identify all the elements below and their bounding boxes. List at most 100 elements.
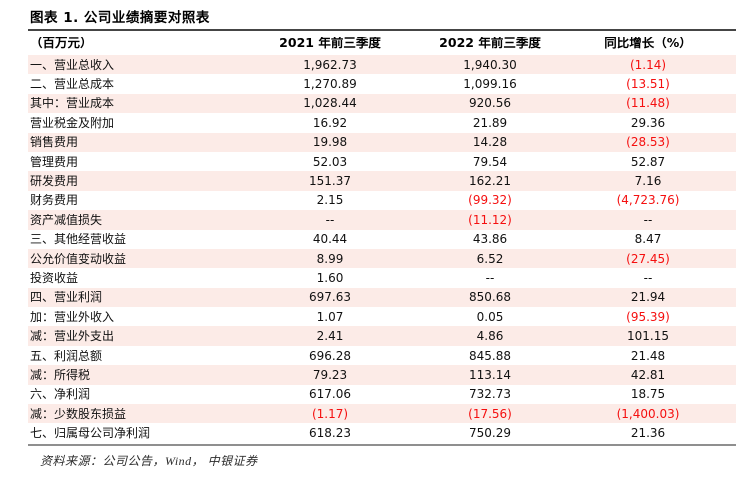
row-value-2022: (11.12) bbox=[468, 213, 512, 226]
row-value-2021: 1.60 bbox=[316, 271, 344, 284]
row-value-2021: 40.44 bbox=[312, 233, 348, 246]
row-value-yoy: 21.36 bbox=[630, 427, 666, 440]
table-row: 五、利润总额 696.28 845.88 21.48 bbox=[28, 346, 736, 365]
row-label: 二、营业总成本 bbox=[30, 78, 115, 91]
table-row: 三、其他经营收益 40.44 43.86 8.47 bbox=[28, 230, 736, 249]
table-row: 财务费用 2.15 (99.32) (4,723.76) bbox=[28, 191, 736, 210]
row-value-2021: 1,962.73 bbox=[303, 58, 357, 71]
table-row: 公允价值变动收益 8.99 6.52 (27.45) bbox=[28, 248, 736, 269]
performance-summary-table: （百万元） 2021 年前三季度 2022 年前三季度 同比增长（%） 一、营业… bbox=[28, 31, 736, 443]
table-row: 六、净利润 617.06 732.73 18.75 bbox=[28, 385, 736, 404]
row-label: 管理费用 bbox=[30, 155, 79, 168]
row-label: 减：少数股东损益 bbox=[30, 407, 127, 420]
row-value-2022: 21.89 bbox=[472, 116, 508, 129]
row-value-2021: 16.92 bbox=[312, 116, 348, 129]
table-row: 管理费用 52.03 79.54 52.87 bbox=[28, 152, 736, 171]
row-value-yoy: 101.15 bbox=[627, 330, 669, 343]
row-value-2021: 2.15 bbox=[316, 194, 344, 207]
row-label: 减：所得税 bbox=[30, 368, 91, 381]
row-value-2021: 8.99 bbox=[316, 252, 344, 265]
row-value-yoy: 7.16 bbox=[634, 175, 662, 188]
row-value-yoy: (1,400.03) bbox=[616, 407, 680, 420]
row-label: 一、营业总收入 bbox=[30, 58, 115, 71]
table-body: 一、营业总收入 1,962.73 1,940.30 (1.14) 二、营业总成本 1,27… bbox=[28, 55, 736, 443]
table-row: 销售费用 19.98 14.28 (28.53) bbox=[28, 132, 736, 152]
row-value-2021: 1.07 bbox=[316, 310, 344, 323]
row-value-2022: 43.86 bbox=[472, 233, 508, 246]
row-value-2021: 617.06 bbox=[309, 388, 351, 401]
row-value-2022: 850.68 bbox=[469, 291, 511, 304]
row-value-2022: 750.29 bbox=[469, 427, 511, 440]
row-value-yoy: 21.94 bbox=[630, 291, 666, 304]
row-value-2022: 4.86 bbox=[476, 330, 504, 343]
row-value-yoy: 42.81 bbox=[630, 368, 666, 381]
row-value-yoy: 21.48 bbox=[630, 349, 666, 362]
row-value-yoy: (11.48) bbox=[626, 97, 670, 110]
row-value-2021: 1,028.44 bbox=[303, 97, 357, 110]
row-value-2022: 113.14 bbox=[469, 368, 511, 381]
table-row: 加：营业外收入 1.07 0.05 (95.39) bbox=[28, 307, 736, 326]
title-rule bbox=[28, 29, 736, 31]
row-value-2022: 6.52 bbox=[476, 252, 504, 265]
row-value-2022: -- bbox=[485, 271, 495, 284]
row-label: 投资收益 bbox=[30, 271, 79, 284]
row-label: 财务费用 bbox=[30, 194, 79, 207]
row-value-2021: 697.63 bbox=[309, 291, 351, 304]
table-row: 其中：营业成本 1,028.44 920.56 (11.48) bbox=[28, 93, 736, 114]
row-label: 加：营业外收入 bbox=[30, 310, 115, 323]
row-value-yoy: (13.51) bbox=[626, 78, 670, 91]
row-value-2022: 920.56 bbox=[469, 97, 511, 110]
row-value-2021: 19.98 bbox=[312, 136, 348, 149]
row-label: 减：营业外支出 bbox=[30, 330, 115, 343]
table-title: 图表 1. 公司业绩摘要对照表 bbox=[30, 10, 210, 26]
row-value-2022: 79.54 bbox=[472, 155, 508, 168]
row-value-2022: 845.88 bbox=[469, 349, 511, 362]
table-header-row: （百万元） 2021 年前三季度 2022 年前三季度 同比增长（%） bbox=[28, 31, 736, 55]
row-value-yoy: -- bbox=[643, 213, 653, 226]
row-label: 六、净利润 bbox=[30, 388, 91, 401]
row-value-2021: 151.37 bbox=[309, 175, 351, 188]
row-label: 三、其他经营收益 bbox=[30, 233, 127, 246]
row-label: 公允价值变动收益 bbox=[30, 252, 127, 265]
table-row: 投资收益 1.60 -- -- bbox=[28, 268, 736, 287]
row-label: 其中：营业成本 bbox=[30, 97, 115, 110]
row-value-2021: 2.41 bbox=[316, 330, 344, 343]
row-value-yoy: 52.87 bbox=[630, 155, 666, 168]
row-value-2021: 1,270.89 bbox=[303, 78, 357, 91]
row-label: 七、归属母公司净利润 bbox=[30, 427, 151, 440]
table-bottom-rule bbox=[28, 444, 736, 446]
row-value-2021: 696.28 bbox=[309, 349, 351, 362]
row-value-2021: (1.17) bbox=[311, 407, 349, 420]
table-row: 二、营业总成本 1,270.89 1,099.16 (13.51) bbox=[28, 74, 736, 93]
header-2022-9m: 2022 年前三季度 bbox=[439, 36, 541, 50]
row-value-2022: (99.32) bbox=[468, 194, 512, 207]
table-row: 研发费用 151.37 162.21 7.16 bbox=[28, 171, 736, 191]
row-value-2022: 1,940.30 bbox=[463, 58, 517, 71]
row-label: 资产减值损失 bbox=[30, 213, 103, 226]
table-row: 减：营业外支出 2.41 4.86 101.15 bbox=[28, 326, 736, 346]
table-row: 四、营业利润 697.63 850.68 21.94 bbox=[28, 287, 736, 308]
row-value-2022: 732.73 bbox=[469, 388, 511, 401]
row-value-2021: 52.03 bbox=[312, 155, 348, 168]
row-value-yoy: (27.45) bbox=[626, 252, 670, 265]
row-value-yoy: (4,723.76) bbox=[616, 194, 680, 207]
table-row: 减：少数股东损益 (1.17) (17.56) (1,400.03) bbox=[28, 404, 736, 424]
row-label: 销售费用 bbox=[30, 136, 79, 149]
row-value-2021: -- bbox=[325, 213, 335, 226]
row-value-2021: 618.23 bbox=[309, 427, 351, 440]
header-2021-9m: 2021 年前三季度 bbox=[279, 36, 381, 50]
row-label: 研发费用 bbox=[30, 175, 79, 188]
row-value-yoy: -- bbox=[643, 271, 653, 284]
row-value-2022: 14.28 bbox=[472, 136, 508, 149]
table-row: 资产减值损失 -- (11.12) -- bbox=[28, 210, 736, 230]
row-value-yoy: 8.47 bbox=[634, 233, 662, 246]
row-value-2022: 0.05 bbox=[476, 310, 504, 323]
row-value-yoy: 29.36 bbox=[630, 116, 666, 129]
row-label: 四、营业利润 bbox=[30, 291, 103, 304]
row-value-2022: 162.21 bbox=[469, 175, 511, 188]
source-note: 资料来源：公司公告，Wind， 中银证券 bbox=[40, 454, 258, 468]
row-label: 营业税金及附加 bbox=[30, 116, 115, 129]
row-value-yoy: 18.75 bbox=[630, 388, 666, 401]
row-value-2022: (17.56) bbox=[468, 407, 512, 420]
